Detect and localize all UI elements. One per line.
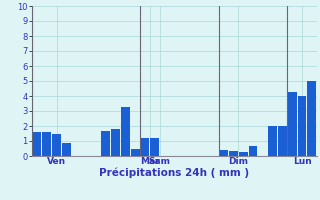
Bar xyxy=(140,138,149,156)
Bar xyxy=(219,150,228,156)
Bar xyxy=(62,143,71,156)
Bar xyxy=(131,148,140,156)
Bar xyxy=(101,130,110,156)
Bar xyxy=(42,132,51,156)
Bar xyxy=(239,152,248,156)
X-axis label: Précipitations 24h ( mm ): Précipitations 24h ( mm ) xyxy=(99,168,250,178)
Bar xyxy=(111,129,120,156)
Bar xyxy=(150,138,159,156)
Bar xyxy=(229,151,238,156)
Bar xyxy=(288,92,297,156)
Bar xyxy=(121,106,130,156)
Bar xyxy=(268,126,277,156)
Bar xyxy=(298,96,307,156)
Bar xyxy=(33,132,41,156)
Bar xyxy=(52,134,61,156)
Bar xyxy=(278,126,287,156)
Bar xyxy=(249,146,257,156)
Bar xyxy=(308,81,316,156)
